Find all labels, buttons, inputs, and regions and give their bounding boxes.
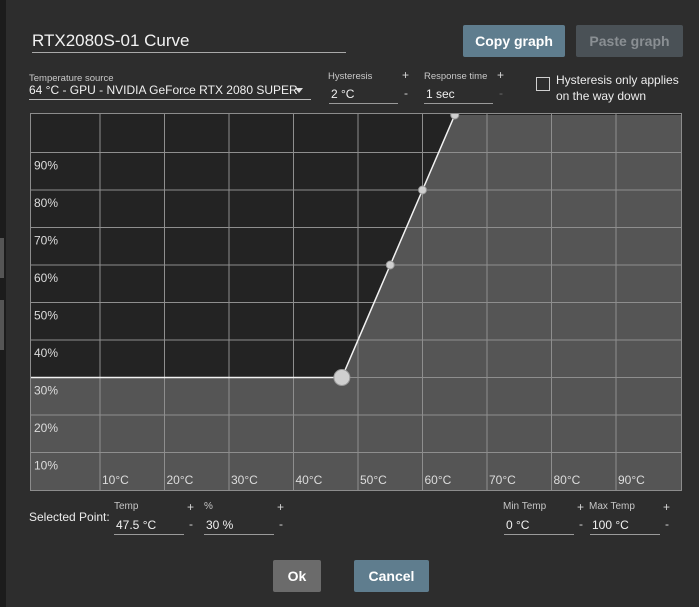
x-tick-label: 10°C [102,473,129,487]
hysteresis-label: Hysteresis [328,71,373,82]
max-temp-input[interactable]: 100 °C [590,516,660,535]
hysteresis-input[interactable]: 2 °C [329,85,398,104]
y-tick-label: 40% [34,346,58,360]
curve-point[interactable] [418,185,427,195]
selected-percent-plus-button[interactable]: + [277,500,285,514]
background-window-edge [0,0,6,607]
hysteresis-plus-button[interactable]: + [402,68,410,82]
background-scrollbar [0,300,4,350]
max-temp-plus-button[interactable]: + [663,500,671,514]
selected-percent-value: 30 % [206,518,234,532]
y-tick-label: 30% [34,384,58,398]
background-scrollbar [0,238,4,278]
curve-name-text: RTX2080S-01 Curve [32,31,190,50]
x-tick-label: 20°C [167,473,194,487]
selected-temp-minus-button[interactable]: - [189,517,193,531]
curve-point[interactable] [450,114,460,120]
selected-curve-point[interactable] [333,369,351,386]
paste-graph-button[interactable]: Paste graph [576,25,683,57]
curve-name-input[interactable]: RTX2080S-01 Curve [32,30,346,53]
y-tick-label: 50% [34,309,58,323]
temperature-source-select[interactable]: 64 °C - GPU - NVIDIA GeForce RTX 2080 SU… [29,81,311,100]
min-temp-input[interactable]: 0 °C [504,516,574,535]
hysteresis-down-text-1: Hysteresis only applies [556,73,679,87]
y-tick-label: 90% [34,159,58,173]
y-tick-label: 80% [34,196,58,210]
min-temp-label: Min Temp [503,501,547,512]
min-temp-value: 0 °C [506,518,530,532]
response-time-plus-button[interactable]: + [497,68,505,82]
hysteresis-down-label[interactable]: Hysteresis only applies on the way down [556,72,679,104]
x-tick-label: 30°C [231,473,258,487]
hysteresis-minus-button[interactable]: - [404,86,408,100]
curve-fill-area [31,115,681,490]
selected-percent-label: % [204,501,213,512]
cancel-button[interactable]: Cancel [354,560,429,592]
fan-curve-chart[interactable]: 10°C 20°C 30°C 40°C 50°C 60°C 70°C 80°C 90°C 10% 2… [31,114,681,490]
y-tick-label: 60% [34,271,58,285]
max-temp-minus-button[interactable]: - [665,517,669,531]
response-time-label: Response time [424,71,488,82]
selected-temp-label: Temp [114,501,139,512]
hysteresis-down-checkbox[interactable] [536,77,550,91]
temperature-source-label: Temperature source [29,73,114,84]
selected-percent-input[interactable]: 30 % [204,516,274,535]
max-temp-value: 100 °C [592,518,629,532]
y-tick-label: 20% [34,421,58,435]
selected-temp-value: 47.5 °C [116,518,157,532]
response-time-input[interactable]: 1 sec [424,85,493,104]
selected-percent-minus-button[interactable]: - [279,517,283,531]
temperature-source-value: 64 °C - GPU - NVIDIA GeForce RTX 2080 SU… [29,83,298,97]
ok-button[interactable]: Ok [273,560,321,592]
max-temp-label: Max Temp [589,501,635,512]
hysteresis-value: 2 °C [331,87,355,101]
selected-temp-plus-button[interactable]: + [187,500,195,514]
fan-curve-graph[interactable]: 10°C 20°C 30°C 40°C 50°C 60°C 70°C 80°C 90°C 10% 2… [30,113,682,491]
x-tick-label: 50°C [360,473,387,487]
chevron-down-icon[interactable] [295,88,303,93]
min-temp-minus-button[interactable]: - [579,517,583,531]
x-tick-label: 90°C [618,473,645,487]
fan-curve-dialog: RTX2080S-01 Curve Copy graph Paste graph… [6,0,699,607]
y-tick-label: 10% [34,459,58,473]
selected-temp-input[interactable]: 47.5 °C [114,516,184,535]
response-time-minus-button[interactable]: - [499,86,503,100]
x-tick-label: 40°C [296,473,323,487]
x-tick-label: 70°C [489,473,516,487]
curve-point[interactable] [385,260,395,270]
hysteresis-down-text-2: on the way down [556,89,647,103]
copy-graph-button[interactable]: Copy graph [463,25,565,57]
x-tick-label: 60°C [425,473,452,487]
min-temp-plus-button[interactable]: + [577,500,585,514]
y-tick-label: 70% [34,234,58,248]
x-tick-label: 80°C [554,473,581,487]
selected-point-label: Selected Point: [29,510,110,524]
response-time-value: 1 sec [426,87,455,101]
